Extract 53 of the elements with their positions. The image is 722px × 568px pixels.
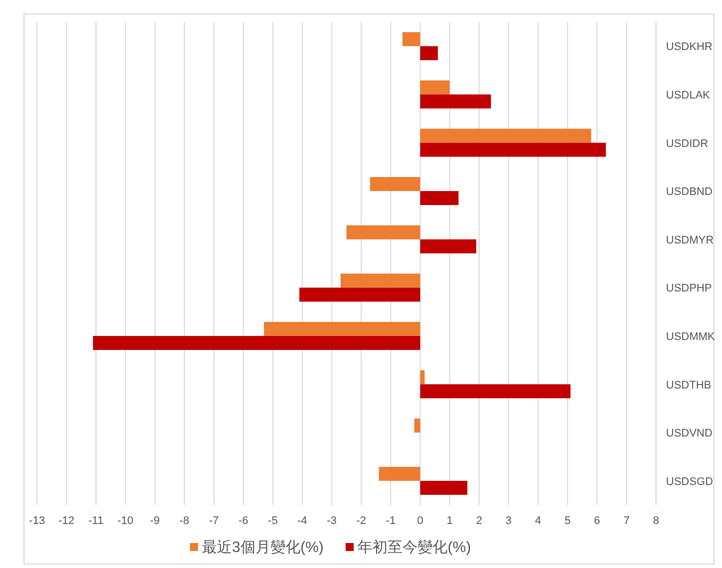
x-tick-label: 2 (476, 515, 482, 527)
bar (420, 80, 450, 94)
bar (340, 274, 420, 288)
bar (264, 322, 420, 336)
legend-label: 最近3個月變化(%) (202, 539, 324, 556)
y-tick-label: USDTHB (666, 379, 712, 392)
x-tick-label: -8 (179, 515, 190, 527)
y-tick-label: USDMMK (666, 330, 716, 343)
y-tick-label: USDLAK (666, 89, 711, 102)
y-tick-label: USDVND (666, 428, 713, 440)
x-tick-label: 3 (506, 515, 512, 527)
bar (420, 370, 425, 384)
bar (414, 418, 420, 433)
bar (420, 239, 476, 254)
x-tick-label: -6 (238, 515, 248, 527)
y-tick-label: USDIDR (666, 138, 708, 150)
x-tick-label: -3 (326, 515, 337, 527)
bar (402, 32, 420, 46)
x-tick-label: -5 (268, 515, 278, 527)
x-tick-label: -2 (356, 515, 366, 527)
x-tick-label: -4 (297, 515, 308, 527)
x-tick-label: -7 (208, 515, 219, 527)
bar (370, 177, 420, 192)
bar (420, 384, 571, 398)
x-tick-label: -13 (29, 515, 45, 527)
x-tick-label: 1 (446, 515, 453, 527)
bar (346, 225, 420, 240)
bar (93, 336, 420, 350)
x-tick-label: 8 (652, 515, 660, 527)
x-tick-label: -1 (386, 515, 396, 527)
bar (420, 142, 606, 157)
bar (299, 288, 420, 302)
y-tick-label: USDMYR (666, 234, 714, 246)
y-tick-label: USDSGD (666, 476, 714, 488)
x-tick-label: 0 (417, 515, 424, 527)
x-tick-label: -11 (88, 515, 104, 527)
x-tick-label: 5 (564, 515, 571, 527)
bar (420, 94, 491, 108)
y-tick-label: USDKHR (666, 41, 713, 54)
x-tick-label: 4 (535, 515, 542, 527)
bar (420, 480, 468, 495)
y-tick-label: USDPHP (666, 282, 712, 295)
x-tick-label: 7 (623, 515, 630, 527)
x-tick-label: 6 (594, 515, 600, 527)
legend-label: 年初至今變化(%) (358, 539, 472, 556)
bar (378, 466, 420, 481)
bar (420, 191, 459, 206)
x-tick-label: -12 (58, 515, 74, 527)
bar (420, 128, 592, 143)
x-tick-label: -10 (117, 515, 134, 527)
y-tick-label: USDBND (666, 186, 713, 198)
x-tick-label: -9 (150, 515, 160, 527)
bar (420, 46, 438, 60)
